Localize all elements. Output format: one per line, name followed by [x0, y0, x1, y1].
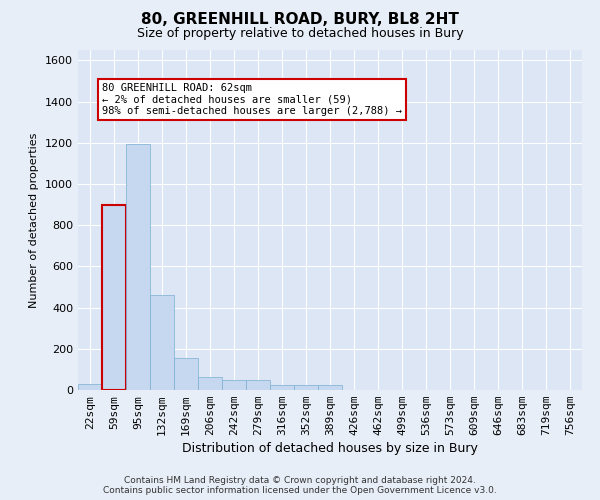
Bar	[102, 204, 126, 390]
Bar	[318, 385, 342, 390]
X-axis label: Distribution of detached houses by size in Bury: Distribution of detached houses by size …	[182, 442, 478, 456]
Bar	[198, 376, 222, 390]
Bar	[150, 295, 174, 390]
Bar	[246, 380, 270, 390]
Text: Size of property relative to detached houses in Bury: Size of property relative to detached ho…	[137, 28, 463, 40]
Bar	[126, 144, 150, 390]
Text: 80 GREENHILL ROAD: 62sqm
← 2% of detached houses are smaller (59)
98% of semi-de: 80 GREENHILL ROAD: 62sqm ← 2% of detache…	[102, 83, 402, 116]
Bar	[174, 358, 198, 390]
Bar	[222, 380, 246, 390]
Bar	[270, 385, 294, 390]
Bar	[294, 385, 318, 390]
Text: 80, GREENHILL ROAD, BURY, BL8 2HT: 80, GREENHILL ROAD, BURY, BL8 2HT	[141, 12, 459, 28]
Y-axis label: Number of detached properties: Number of detached properties	[29, 132, 40, 308]
Text: Contains HM Land Registry data © Crown copyright and database right 2024.
Contai: Contains HM Land Registry data © Crown c…	[103, 476, 497, 495]
Bar	[78, 384, 102, 390]
